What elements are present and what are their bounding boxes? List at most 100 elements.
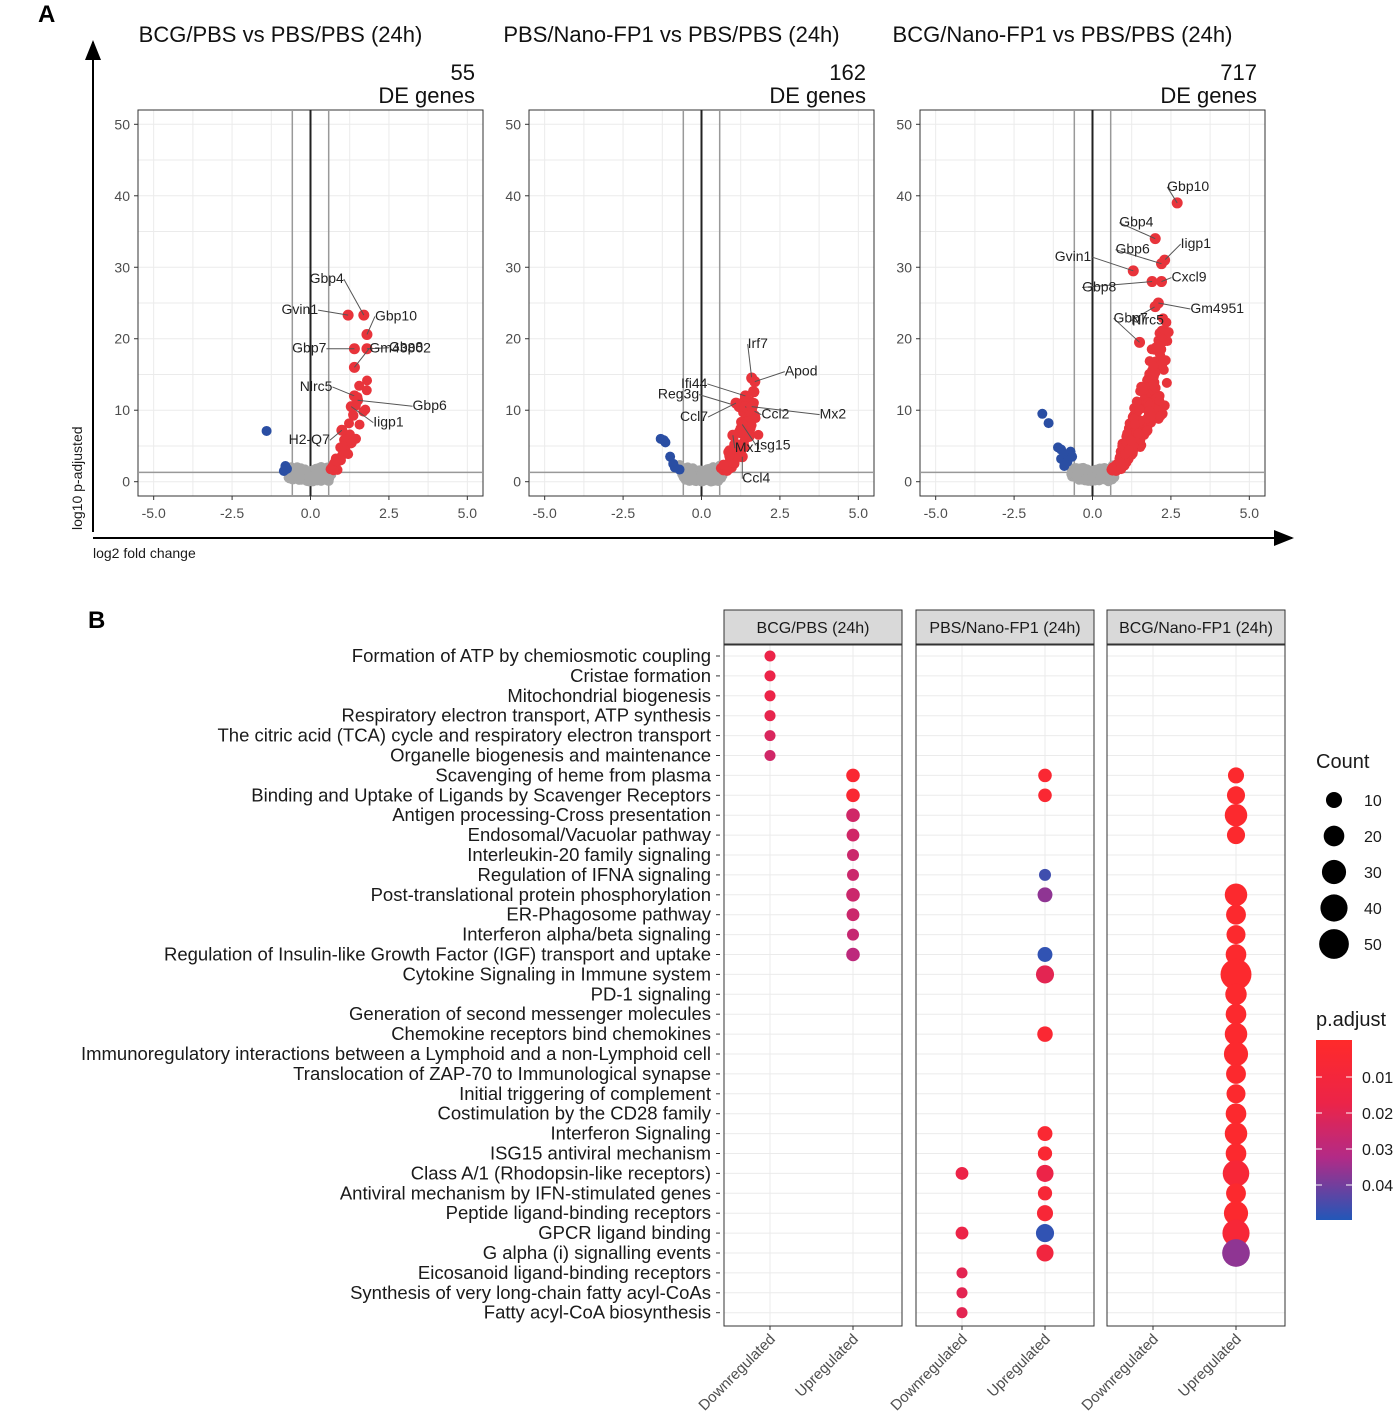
x-category-label: Upregulated xyxy=(1175,1331,1245,1401)
gene-label: Cxcl9 xyxy=(1172,269,1207,285)
up-point xyxy=(1126,435,1137,446)
gene-label: H2-Q7 xyxy=(289,431,330,447)
enrichment-dot xyxy=(1037,1186,1053,1201)
label-leader xyxy=(350,406,374,424)
gene-label: Gbp7 xyxy=(1114,309,1148,325)
enrichment-dot xyxy=(1225,1003,1247,1025)
de-label: DE genes xyxy=(769,83,866,108)
term-label: The citric acid (TCA) cycle and respirat… xyxy=(217,725,711,746)
enrichment-dot xyxy=(1225,983,1247,1006)
term-label: Chemokine receptors bind chemokines xyxy=(391,1023,711,1044)
facet-strip-label: BCG/PBS (24h) xyxy=(757,620,870,637)
label-leader xyxy=(1119,222,1156,240)
x-category-label: Downregulated xyxy=(695,1331,778,1414)
gene-label: Gbp8 xyxy=(389,339,423,355)
up-point xyxy=(344,418,355,429)
up-point xyxy=(1155,410,1166,421)
x-tick-label: -2.5 xyxy=(1002,505,1026,521)
label-leader xyxy=(357,399,413,407)
legend-count: Count 10 20 30 40 50 xyxy=(1316,751,1382,959)
facet-strip xyxy=(915,609,1095,645)
enrichment-dot xyxy=(1226,826,1246,845)
label-leader xyxy=(741,424,757,446)
y-tick-label: 40 xyxy=(114,188,130,204)
term-label: Synthesis of very long-chain fatty acyl-… xyxy=(350,1282,711,1303)
gene-label: Gbp10 xyxy=(375,307,417,323)
de-label: DE genes xyxy=(378,83,475,108)
gene-label: Mx2 xyxy=(820,406,847,422)
y-tick-label: 10 xyxy=(896,402,912,418)
gene-label: Gbp4 xyxy=(1119,214,1153,230)
up-point xyxy=(325,464,336,475)
x-category-label: Downregulated xyxy=(887,1331,970,1414)
up-point xyxy=(1160,355,1171,366)
enrichment-dot xyxy=(847,868,859,881)
label-leader xyxy=(1130,306,1156,322)
up-point xyxy=(1123,444,1134,455)
ns-point xyxy=(314,466,325,477)
enrichment-dot xyxy=(1037,1126,1053,1142)
label-leader xyxy=(332,386,355,397)
enrichment-dot xyxy=(1037,947,1053,962)
term-labels: Formation of ATP by chemiosmotic couplin… xyxy=(81,645,720,1323)
gene-label: Iigp1 xyxy=(1181,235,1212,251)
y-tick-label: 50 xyxy=(114,116,130,132)
enrichment-dot xyxy=(1226,904,1246,925)
y-tick-label: 40 xyxy=(505,188,521,204)
volcano-panel-3: -5.0 -2.5 0.0 2.5 5.0 0 10 20 30 40 50 BCG/Nano-FP1… xyxy=(893,22,1266,521)
up-point xyxy=(753,429,764,440)
term-label: Scavenging of heme from plasma xyxy=(435,764,711,785)
facet-panel-2: PBS/Nano-FP1 (24h) Downregulated Upregulat… xyxy=(887,609,1095,1414)
y-tick-label: 30 xyxy=(505,259,521,275)
enrichment-dot xyxy=(955,1226,969,1240)
up-point xyxy=(1158,313,1169,324)
panel-title: PBS/Nano-FP1 vs PBS/PBS (24h) xyxy=(503,22,839,47)
facet-strip xyxy=(723,609,903,645)
up-point xyxy=(348,409,359,420)
gene-label: Ccl7 xyxy=(680,408,708,424)
x-tick-label: 5.0 xyxy=(849,505,869,521)
legend-count-title: Count xyxy=(1316,751,1370,773)
panel-title: BCG/PBS vs PBS/PBS (24h) xyxy=(139,22,423,47)
enrichment-dot xyxy=(956,1287,968,1299)
x-category-label: Upregulated xyxy=(984,1331,1054,1401)
legend-count-swatch xyxy=(1319,929,1349,959)
enrichment-dot xyxy=(1225,1143,1247,1164)
label-leader xyxy=(366,316,376,335)
gene-label: Apod xyxy=(785,363,818,379)
legend-p-label: 0.01 xyxy=(1362,1070,1393,1087)
label-leader xyxy=(707,402,737,418)
label-leader xyxy=(343,278,365,316)
de-label: DE genes xyxy=(1160,83,1257,108)
gene-label: Gbp4 xyxy=(310,270,344,286)
enrichment-dot xyxy=(1038,788,1052,803)
legend-count-label: 20 xyxy=(1364,829,1382,846)
volcano-plots: log10 p-adjusted log2 fold change -5.0 -2.5… xyxy=(69,22,1294,561)
enrichment-dot xyxy=(1036,1244,1054,1262)
gene-label: Reg3g xyxy=(658,386,699,402)
ns-point xyxy=(703,470,714,481)
panel-title: BCG/Nano-FP1 vs PBS/PBS (24h) xyxy=(893,22,1233,47)
up-point xyxy=(729,457,740,468)
enrichment-dot xyxy=(847,928,859,941)
label-leader xyxy=(1115,249,1162,265)
enrichment-dot xyxy=(1037,1026,1053,1042)
y-tick-label: 40 xyxy=(896,188,912,204)
term-label: Cytokine Signaling in Immune system xyxy=(403,963,711,984)
gene-label: Ifi44 xyxy=(681,375,708,391)
legend-p: p.adjust 0.01 0.02 0.03 0.04 xyxy=(1316,1009,1393,1220)
facet-panel-3: BCG/Nano-FP1 (24h) Downregulated Upregulat… xyxy=(1078,609,1286,1414)
facet-border xyxy=(723,644,903,1327)
label-leader xyxy=(732,435,736,449)
up-point xyxy=(745,420,756,431)
legend-count-label: 50 xyxy=(1364,937,1382,954)
enrichment-dot xyxy=(1220,958,1252,990)
enrichment-dotplot: BCG/PBS (24h)Downregulated UpregulatedPBS… xyxy=(81,609,1393,1414)
label-leader xyxy=(1164,243,1181,261)
up-point xyxy=(343,449,354,460)
enrichment-dot xyxy=(1037,1146,1053,1161)
volcano-panel-2: -5.0 -2.5 0.0 2.5 5.0 0 10 20 30 40 50 PBS/Nano-FP1… xyxy=(503,22,875,521)
x-tick-label: 5.0 xyxy=(458,505,478,521)
down-point xyxy=(674,464,685,475)
